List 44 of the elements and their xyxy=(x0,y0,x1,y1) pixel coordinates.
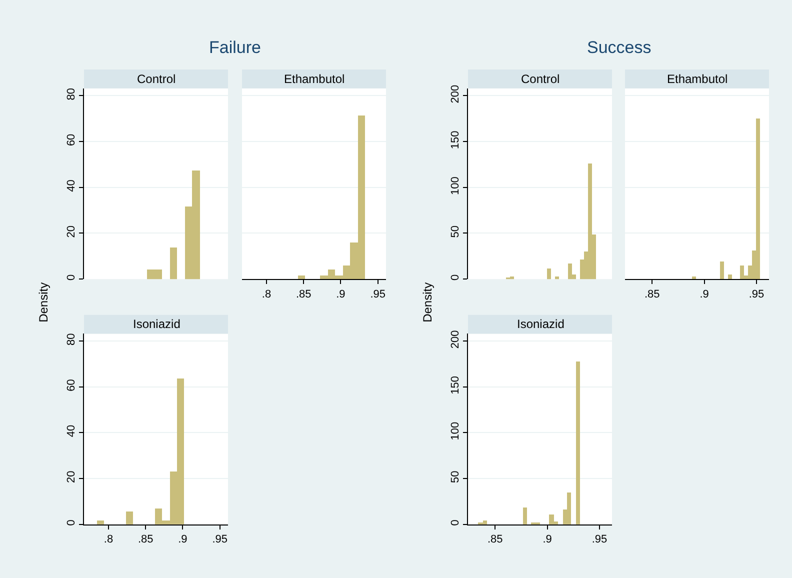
y-tick-label: 60 xyxy=(66,379,78,392)
chart-subtitle: Isoniazid xyxy=(133,317,180,331)
y-tick-label: 0 xyxy=(450,520,462,526)
y-tick-label: 200 xyxy=(450,330,462,349)
x-tick-label: .9 xyxy=(700,288,709,300)
y-tick-label: 40 xyxy=(66,424,78,438)
y-tick-label: 20 xyxy=(66,470,78,484)
x-tick-label: .9 xyxy=(178,534,188,546)
chart-subtitle: Control xyxy=(137,72,176,86)
chart-subtitle: Ethambutol xyxy=(667,72,728,86)
x-tick-label: .9 xyxy=(336,288,346,300)
y-tick-label: 20 xyxy=(66,225,78,238)
x-tick-label: .9 xyxy=(542,534,552,546)
x-tick-label: .8 xyxy=(104,534,114,546)
chart-subtitle: Control xyxy=(521,72,560,86)
y-tick-label: 40 xyxy=(66,180,78,192)
x-tick-label: .95 xyxy=(748,288,764,300)
x-tick-label: .8 xyxy=(262,288,272,300)
y-tick-label: 50 xyxy=(450,225,462,238)
x-tick-label: .85 xyxy=(644,288,660,300)
x-tick-label: .85 xyxy=(138,534,154,546)
y-tick-label: 0 xyxy=(450,274,462,280)
y-tick-label: 100 xyxy=(450,422,462,440)
y-tick-label: 50 xyxy=(450,470,462,484)
y-tick-label: 200 xyxy=(450,84,462,104)
chart-subtitle: Isoniazid xyxy=(517,317,564,331)
x-tick-label: .85 xyxy=(487,534,503,546)
y-axis-title: Density xyxy=(36,282,51,322)
y-tick-label: 80 xyxy=(66,333,78,346)
y-axis-title: Density xyxy=(420,282,435,322)
y-tick-label: 80 xyxy=(66,88,78,100)
x-tick-label: .95 xyxy=(212,534,228,546)
y-tick-label: 150 xyxy=(450,376,462,394)
x-tick-label: .85 xyxy=(296,288,312,300)
y-tick-label: 150 xyxy=(450,130,462,150)
chart-subtitle: Ethambutol xyxy=(284,72,345,86)
y-tick-label: 0 xyxy=(66,274,78,280)
y-tick-label: 100 xyxy=(450,176,462,195)
chart-title: Failure xyxy=(209,38,261,57)
y-tick-label: 0 xyxy=(66,520,78,526)
x-tick-label: .95 xyxy=(592,534,608,546)
x-tick-label: .95 xyxy=(370,288,386,300)
y-tick-label: 60 xyxy=(66,134,78,146)
chart-title: Success xyxy=(587,38,652,57)
